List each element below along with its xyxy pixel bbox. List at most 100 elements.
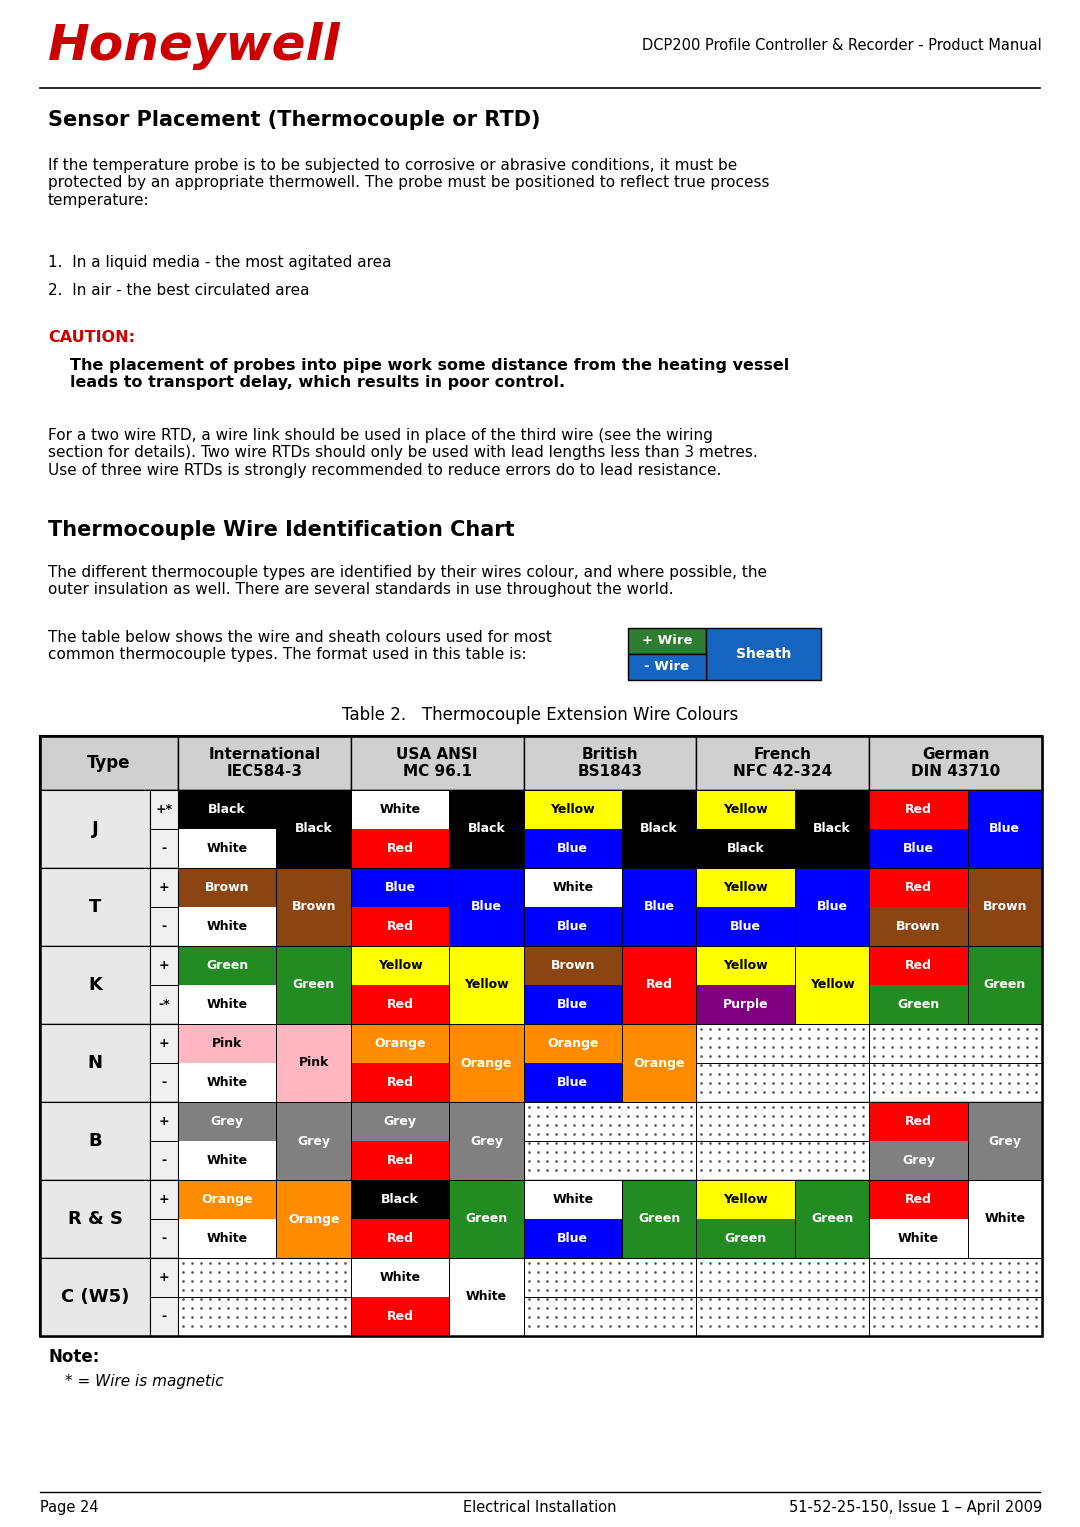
Text: Blue: Blue xyxy=(816,901,848,913)
Text: Blue: Blue xyxy=(730,919,761,933)
Text: The placement of probes into pipe work some distance from the heating vessel
lea: The placement of probes into pipe work s… xyxy=(70,357,789,391)
Bar xyxy=(351,1025,449,1063)
Text: Black: Black xyxy=(295,823,333,835)
Bar xyxy=(40,789,1042,867)
Bar xyxy=(869,985,968,1025)
Text: Yellow: Yellow xyxy=(810,979,854,991)
Bar xyxy=(697,985,795,1025)
Text: Black: Black xyxy=(813,823,851,835)
Bar xyxy=(627,628,706,654)
Text: Table 2.   Thermocouple Extension Wire Colours: Table 2. Thermocouple Extension Wire Col… xyxy=(342,705,738,724)
Text: +: + xyxy=(159,1037,170,1051)
Bar xyxy=(351,1025,524,1102)
Text: J: J xyxy=(92,820,98,838)
Bar xyxy=(351,1258,449,1296)
Text: Sheath: Sheath xyxy=(735,647,792,661)
Text: Green: Green xyxy=(984,979,1026,991)
Text: Red: Red xyxy=(905,881,932,893)
Bar xyxy=(276,947,351,1025)
Bar xyxy=(449,1102,524,1180)
Text: -*: -* xyxy=(158,999,170,1011)
Bar xyxy=(524,1180,622,1219)
Text: 2.  In air - the best circulated area: 2. In air - the best circulated area xyxy=(48,282,310,298)
Text: Blue: Blue xyxy=(384,881,416,893)
Text: Green: Green xyxy=(897,999,940,1011)
Bar xyxy=(524,1219,622,1258)
Bar xyxy=(351,947,449,985)
Bar xyxy=(351,907,449,947)
Bar xyxy=(869,789,968,829)
Text: Black: Black xyxy=(381,1193,419,1206)
Bar xyxy=(178,1025,351,1102)
Bar xyxy=(697,907,795,947)
Text: 1.  In a liquid media - the most agitated area: 1. In a liquid media - the most agitated… xyxy=(48,255,391,270)
Text: White: White xyxy=(465,1290,507,1304)
Text: White: White xyxy=(379,803,420,815)
Bar xyxy=(968,1102,1042,1180)
Bar xyxy=(706,628,821,680)
Text: White: White xyxy=(206,841,247,855)
Bar xyxy=(869,736,1042,789)
Text: If the temperature probe is to be subjected to corrosive or abrasive conditions,: If the temperature probe is to be subjec… xyxy=(48,157,769,208)
Text: White: White xyxy=(379,1270,420,1284)
Bar xyxy=(697,1219,795,1258)
Bar xyxy=(40,1258,1042,1336)
Text: Yellow: Yellow xyxy=(464,979,509,991)
Text: White: White xyxy=(552,1193,593,1206)
Bar xyxy=(795,947,869,1025)
Text: White: White xyxy=(206,919,247,933)
Bar xyxy=(869,1258,1042,1336)
Bar xyxy=(351,867,449,907)
Bar xyxy=(40,1102,1042,1180)
Bar xyxy=(40,947,150,1025)
Bar xyxy=(869,1025,1042,1102)
Bar xyxy=(869,1219,968,1258)
Text: Black: Black xyxy=(727,841,765,855)
Bar xyxy=(524,829,622,867)
Text: Green: Green xyxy=(206,959,248,973)
Bar xyxy=(351,985,449,1025)
Text: - Wire: - Wire xyxy=(645,661,689,673)
Text: Yellow: Yellow xyxy=(724,959,768,973)
Bar xyxy=(40,789,150,867)
Text: R & S: R & S xyxy=(67,1209,122,1228)
Bar xyxy=(178,947,276,985)
Text: Electrical Installation: Electrical Installation xyxy=(463,1500,617,1515)
Bar xyxy=(351,789,449,829)
Bar xyxy=(697,789,869,867)
Bar xyxy=(869,1180,968,1219)
Text: Red: Red xyxy=(905,1193,932,1206)
Text: Red: Red xyxy=(387,1310,414,1322)
Bar xyxy=(351,1063,449,1102)
Bar xyxy=(968,947,1042,1025)
Bar xyxy=(697,947,869,1025)
Text: * = Wire is magnetic: * = Wire is magnetic xyxy=(65,1374,224,1390)
Bar xyxy=(524,789,697,867)
Bar xyxy=(351,1180,524,1258)
Text: Brown: Brown xyxy=(205,881,249,893)
Bar xyxy=(40,736,1042,1336)
Text: Brown: Brown xyxy=(983,901,1027,913)
Bar xyxy=(524,736,697,789)
Bar xyxy=(178,907,276,947)
Bar xyxy=(150,1180,178,1258)
Bar xyxy=(524,1025,622,1063)
Bar xyxy=(524,1063,622,1102)
Text: Blue: Blue xyxy=(557,841,589,855)
Bar xyxy=(449,1258,524,1336)
Bar xyxy=(697,1180,795,1219)
Text: Pink: Pink xyxy=(212,1037,242,1051)
Text: -: - xyxy=(161,1154,166,1167)
Bar xyxy=(869,829,968,867)
Bar xyxy=(178,789,351,867)
Text: German
DIN 43710: German DIN 43710 xyxy=(910,747,1000,779)
Bar xyxy=(869,947,1042,1025)
Text: White: White xyxy=(897,1232,939,1245)
Bar xyxy=(178,1258,351,1336)
Text: Blue: Blue xyxy=(644,901,675,913)
Bar xyxy=(449,1025,524,1102)
Bar xyxy=(524,947,697,1025)
Text: CAUTION:: CAUTION: xyxy=(48,330,135,345)
Text: Brown: Brown xyxy=(292,901,336,913)
Bar xyxy=(524,1102,697,1180)
